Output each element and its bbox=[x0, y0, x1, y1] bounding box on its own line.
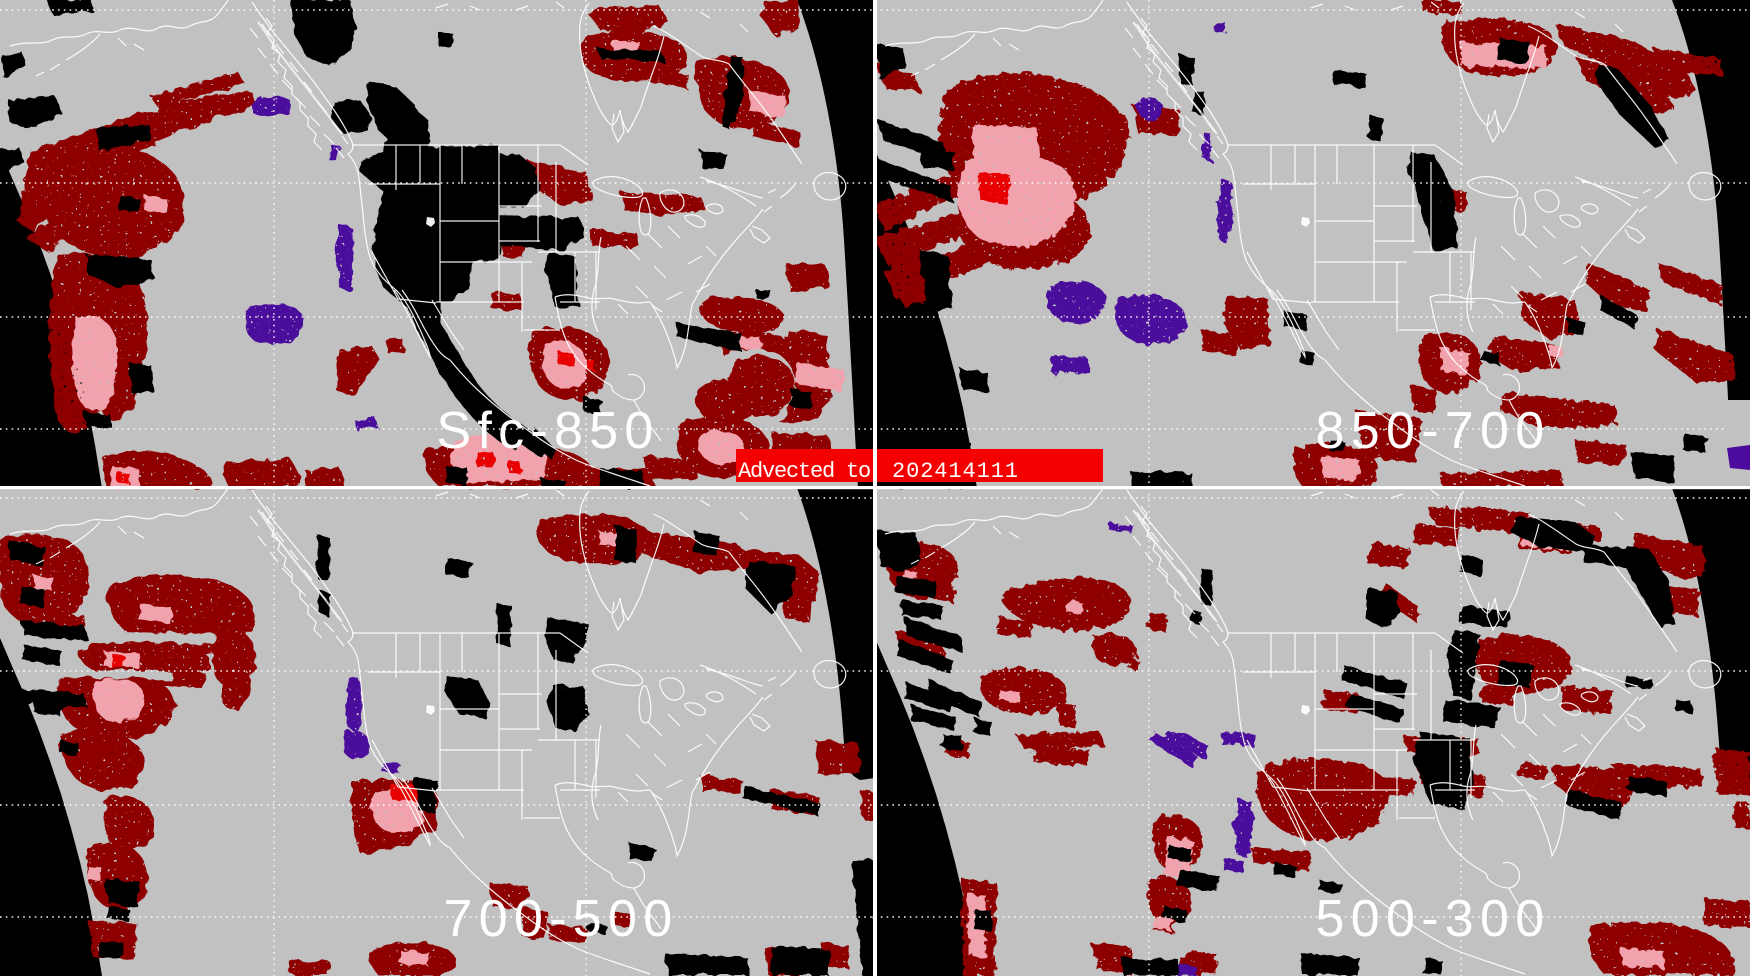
svg-text:Advected to: Advected to bbox=[738, 459, 870, 484]
svg-text:850-700: 850-700 bbox=[1316, 402, 1551, 460]
svg-text:202414111: 202414111 bbox=[892, 459, 1019, 484]
svg-text:Sfc-850: Sfc-850 bbox=[436, 402, 659, 460]
svg-text:700-500: 700-500 bbox=[444, 890, 679, 948]
svg-text:500-300: 500-300 bbox=[1316, 890, 1551, 948]
